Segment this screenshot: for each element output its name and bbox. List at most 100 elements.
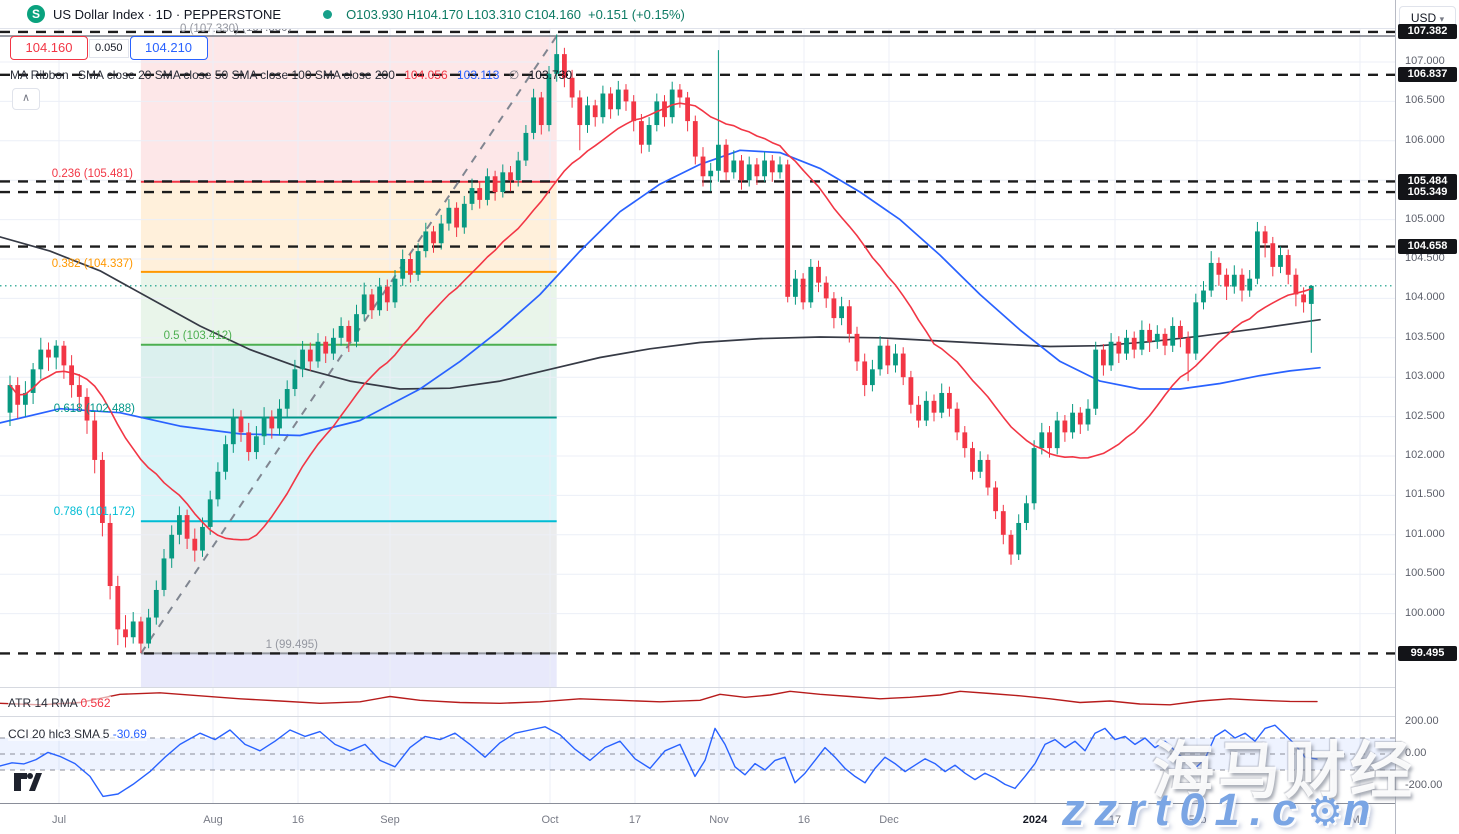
candle-body bbox=[731, 160, 737, 173]
fib-zone-0.236 bbox=[140, 181, 557, 272]
candle-body bbox=[346, 325, 352, 342]
candle-body bbox=[1093, 349, 1099, 409]
candle-body bbox=[354, 314, 359, 342]
currency-label: USD bbox=[1410, 11, 1437, 25]
candle-body bbox=[970, 448, 975, 472]
time-label-Jul: Jul bbox=[51, 814, 67, 826]
atr-legend[interactable]: ATR 14 RMA 0.562 bbox=[8, 696, 111, 710]
ma-ribbon-legend[interactable]: MA Ribbon SMA close 20 SMA close 50 SMA … bbox=[10, 68, 578, 82]
candle-body bbox=[1147, 329, 1152, 342]
sell-button[interactable]: 104.160 bbox=[10, 36, 88, 60]
candle-body bbox=[816, 266, 821, 283]
symbol-title[interactable]: US Dollar Index · 1D · PEPPERSTONE bbox=[53, 6, 282, 22]
candle-body bbox=[146, 617, 151, 644]
price-tick-104.500: 104.500 bbox=[1405, 252, 1445, 264]
candle-body bbox=[1170, 325, 1176, 346]
candle-body bbox=[215, 471, 221, 500]
symbol-logo: S bbox=[27, 5, 45, 23]
candle-body bbox=[908, 377, 914, 405]
time-label-Sep: Sep bbox=[380, 814, 400, 826]
candle-body bbox=[300, 349, 305, 370]
candle-body bbox=[939, 392, 945, 413]
price-badge-99.495: 99.495 bbox=[1398, 645, 1457, 661]
candle-body bbox=[123, 629, 128, 638]
price-tick-100.500: 100.500 bbox=[1405, 567, 1445, 580]
fib-label-0.236: 0.236 (105.481) bbox=[52, 168, 133, 180]
fib-label-1: 1 (99.495) bbox=[266, 639, 319, 651]
chart-toolbar: S US Dollar Index · 1D · PEPPERSTONE O10… bbox=[0, 0, 1395, 29]
tradingview-logo-icon[interactable] bbox=[13, 772, 43, 792]
ohlc-readout: O103.930 H104.170 L103.310 C104.160 bbox=[346, 6, 581, 22]
candle-body bbox=[769, 160, 775, 173]
candle-body bbox=[1108, 341, 1114, 366]
candle-body bbox=[1139, 329, 1145, 350]
candle-body bbox=[1016, 522, 1022, 555]
candle-body bbox=[1070, 412, 1075, 433]
candle-body bbox=[92, 420, 98, 460]
candle-body bbox=[646, 125, 652, 145]
candle-body bbox=[1270, 243, 1276, 267]
spread-value: 0.050 bbox=[89, 38, 129, 58]
candle-body bbox=[1077, 412, 1083, 425]
main-chart-canvas[interactable]: 0 (107.330) 0.236 (105.481) 0.382 (104.337… bbox=[0, 0, 1395, 803]
atr-value: 0.562 bbox=[80, 696, 111, 710]
candle-body bbox=[438, 223, 444, 244]
candle-body bbox=[562, 54, 567, 78]
price-tick-100.000: 100.000 bbox=[1405, 606, 1445, 619]
fib-label-0.786: 0.786 (101.172) bbox=[54, 506, 135, 518]
candle-body bbox=[762, 160, 767, 177]
candle-body bbox=[461, 203, 467, 228]
cci-legend[interactable]: CCI 20 hlc3 SMA 5 -30.69 bbox=[8, 727, 147, 741]
pane-separator-cci[interactable] bbox=[0, 716, 1459, 717]
candle-body bbox=[823, 282, 829, 299]
candle-body bbox=[723, 144, 729, 173]
candle-body bbox=[569, 77, 575, 98]
candle-body bbox=[230, 416, 236, 445]
time-label-Dec: Dec bbox=[879, 814, 899, 826]
candle-body bbox=[954, 408, 960, 433]
candle-body bbox=[515, 160, 521, 181]
pane-separator-atr[interactable] bbox=[0, 687, 1459, 688]
candle-body bbox=[854, 333, 860, 362]
candle-body bbox=[993, 487, 998, 512]
candle-body bbox=[277, 408, 282, 429]
candle-body bbox=[1024, 503, 1029, 523]
candle-body bbox=[754, 164, 760, 177]
candle-body bbox=[1131, 337, 1137, 350]
candle-body bbox=[415, 251, 421, 275]
candle-body bbox=[292, 369, 298, 390]
time-label-17: 17 bbox=[628, 814, 642, 826]
price-tick-105.000: 105.000 bbox=[1405, 212, 1445, 225]
time-label-16: 16 bbox=[291, 814, 305, 826]
ma-ribbon-title: MA Ribbon bbox=[10, 68, 69, 82]
candle-body bbox=[200, 526, 205, 551]
cci-tick-0.00: 0.00 bbox=[1405, 747, 1427, 759]
candle-body bbox=[800, 278, 806, 303]
candle-body bbox=[623, 89, 629, 102]
candle-body bbox=[1193, 302, 1199, 354]
price-tick-102.500: 102.500 bbox=[1405, 409, 1445, 422]
collapse-indicators-button[interactable]: ∧ bbox=[12, 88, 40, 110]
candle-body bbox=[246, 432, 252, 453]
cci-tick--200.00: -200.00 bbox=[1405, 779, 1443, 791]
candle-body bbox=[877, 345, 883, 370]
candle-body bbox=[1124, 337, 1129, 354]
chevron-down-icon: ▾ bbox=[1439, 14, 1445, 24]
candle-body bbox=[369, 294, 375, 311]
price-scale[interactable]: USD ▾ 107.000 106.500 106.000 105.000 104.50… bbox=[1395, 0, 1459, 834]
candle-body bbox=[477, 188, 483, 200]
candle-body bbox=[69, 365, 74, 386]
price-tick-101.000: 101.000 bbox=[1405, 527, 1445, 540]
candle-body bbox=[615, 89, 621, 110]
candle-body bbox=[538, 97, 544, 126]
candle-body bbox=[1201, 290, 1206, 303]
candle-body bbox=[361, 294, 367, 315]
cci-title: CCI 20 hlc3 SMA 5 bbox=[8, 727, 110, 741]
buy-button[interactable]: 104.210 bbox=[129, 36, 208, 60]
candle-body bbox=[1054, 420, 1060, 449]
time-axis[interactable]: Jul Aug 16 Sep Oct 17 Nov 16 Dec 2024 17 Feb Mar bbox=[0, 804, 1459, 834]
candle-body bbox=[785, 164, 791, 297]
candle-body bbox=[654, 101, 660, 126]
atr-title: ATR 14 RMA bbox=[8, 696, 78, 710]
